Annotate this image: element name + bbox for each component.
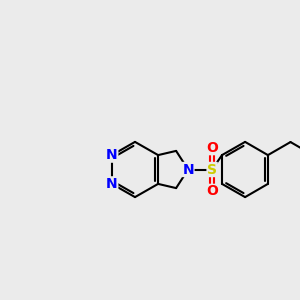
Text: O: O bbox=[206, 184, 218, 198]
Text: O: O bbox=[206, 141, 218, 154]
Text: N: N bbox=[182, 163, 194, 176]
Text: N: N bbox=[106, 148, 118, 162]
Text: S: S bbox=[207, 163, 217, 176]
Text: N: N bbox=[106, 177, 118, 191]
